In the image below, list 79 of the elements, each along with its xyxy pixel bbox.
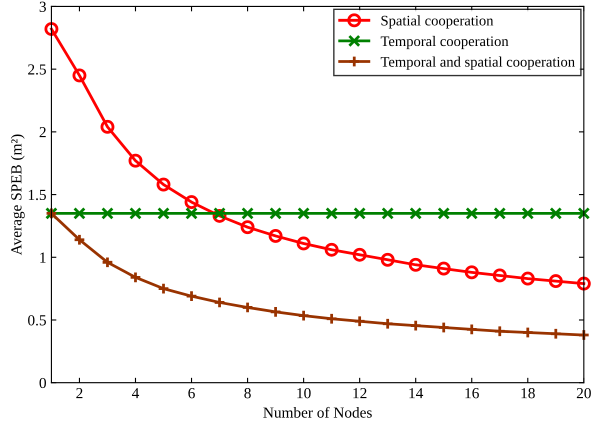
y-tick-label: 2 [40, 127, 46, 138]
point [494, 207, 506, 220]
point [492, 268, 507, 282]
point [128, 154, 142, 168]
point [465, 323, 478, 336]
point [185, 290, 198, 302]
point [268, 229, 283, 243]
legend-label: Spatial cooperation [381, 15, 494, 29]
point [241, 207, 254, 220]
point [269, 207, 282, 220]
y-tick-label: 0 [40, 378, 46, 388]
x-tick-label: 2 [76, 388, 82, 398]
point [213, 207, 226, 220]
point [156, 178, 170, 192]
x-tick-label: 20 [576, 388, 591, 398]
point [324, 242, 339, 257]
x-tick-label: 6 [188, 388, 195, 398]
point [129, 271, 142, 284]
point [522, 326, 534, 339]
point [184, 195, 198, 210]
point [72, 68, 86, 82]
point [550, 328, 562, 340]
point [522, 207, 534, 220]
point [494, 325, 506, 338]
point [409, 207, 422, 220]
point [381, 207, 394, 220]
y-tick-label: 1 [40, 252, 46, 263]
point [296, 236, 311, 250]
y-tick-label: 0.5 [28, 315, 46, 326]
point [100, 120, 114, 134]
x-tick-label: 14 [409, 388, 424, 398]
point [578, 207, 590, 220]
point [240, 220, 255, 234]
point [381, 318, 394, 330]
point [550, 207, 562, 220]
point [157, 207, 170, 220]
point [353, 314, 366, 328]
x-tick-label: 8 [244, 388, 251, 398]
point [520, 272, 535, 286]
point [353, 207, 366, 220]
x-tick-label: 18 [521, 388, 535, 398]
x-tick-label: 16 [465, 388, 479, 398]
y-tick-label: 1.5 [28, 190, 46, 200]
point [437, 321, 450, 334]
point [325, 312, 338, 325]
point [73, 233, 86, 246]
legend-label: Temporal cooperation [380, 36, 508, 50]
point [157, 282, 170, 295]
point [129, 207, 142, 220]
point [213, 296, 226, 309]
point [380, 252, 395, 267]
point [325, 207, 338, 220]
point [464, 265, 479, 280]
point [576, 276, 591, 291]
point [297, 309, 310, 322]
x-axis-title: Number of Nodes [263, 406, 372, 418]
point [408, 258, 423, 272]
point [409, 319, 422, 332]
point [241, 301, 254, 314]
point [548, 274, 563, 288]
y-tick-label: 2.5 [28, 64, 46, 75]
y-axis-title: Average SPEB (m²) [10, 134, 25, 256]
legend-label: Temporal and spatial cooperation [380, 56, 575, 70]
x-tick-label: 12 [353, 388, 366, 398]
point [437, 207, 450, 220]
point [185, 207, 198, 220]
point [578, 328, 590, 342]
point [44, 22, 58, 36]
point [436, 262, 451, 276]
point [101, 256, 114, 269]
point [101, 207, 114, 220]
x-tick-label: 10 [297, 388, 311, 398]
point [297, 207, 310, 220]
x-tick-label: 4 [132, 388, 140, 398]
point [352, 248, 367, 262]
point [73, 207, 86, 220]
point [269, 306, 282, 318]
y-tick-label: 3 [40, 2, 46, 12]
point [465, 207, 478, 220]
